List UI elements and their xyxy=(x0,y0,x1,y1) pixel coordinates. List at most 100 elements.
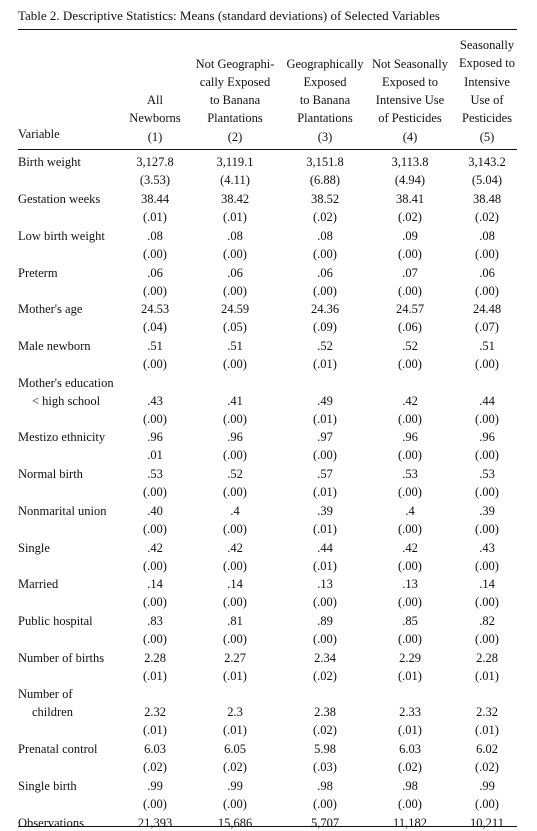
mean-cell: .99 xyxy=(227,779,243,793)
sd-cell: (.01) xyxy=(398,723,422,737)
sd-cell: (.00) xyxy=(223,595,247,609)
row-label: Normal birth xyxy=(18,467,83,481)
mean-cell: 2.3 xyxy=(227,705,243,719)
sd-cell: (.00) xyxy=(398,357,422,371)
row-label: Mestizo ethnicity xyxy=(18,430,106,444)
mean-cell: 2.28 xyxy=(144,651,166,665)
sd-cell: (.00) xyxy=(398,284,422,298)
column-header-line: Geographically xyxy=(286,56,364,71)
sd-cell: (.01) xyxy=(475,669,499,683)
mean-cell: .08 xyxy=(317,229,333,243)
sd-cell: (.02) xyxy=(313,723,337,737)
sd-cell: (.00) xyxy=(143,522,167,536)
mean-cell: 2.27 xyxy=(224,651,246,665)
column-header-line: Exposed to xyxy=(382,74,438,89)
mean-cell: .40 xyxy=(147,504,163,518)
mean-cell: .13 xyxy=(317,577,333,591)
sd-cell: (4.11) xyxy=(220,173,250,187)
mean-cell: .44 xyxy=(317,541,333,555)
row-label: Male newborn xyxy=(18,339,91,353)
sd-cell: (.01) xyxy=(475,723,499,737)
sd-cell: (.00) xyxy=(398,522,422,536)
column-header-line: All xyxy=(147,93,163,108)
row-label: Gestation weeks xyxy=(18,192,101,206)
row-label: Public hospital xyxy=(18,614,93,628)
sd-cell: (.00) xyxy=(475,559,499,573)
top-rule xyxy=(18,29,517,30)
sd-cell: (.00) xyxy=(398,485,422,499)
sd-cell: (.00) xyxy=(223,522,247,536)
sd-cell: (.00) xyxy=(475,632,499,646)
mean-cell: 38.42 xyxy=(220,192,250,206)
sd-cell: (.00) xyxy=(143,797,167,811)
mean-cell: .06 xyxy=(227,266,243,280)
mean-cell: 2.28 xyxy=(476,651,498,665)
sd-cell: (.00) xyxy=(475,595,499,609)
column-header-line: Exposed xyxy=(303,74,347,89)
sd-cell: (.00) xyxy=(475,448,499,462)
sd-cell: (.00) xyxy=(313,284,337,298)
column-header-line: Not Geographi- xyxy=(195,56,275,71)
mean-cell: 11,182 xyxy=(393,816,427,830)
mean-cell: 5,707 xyxy=(310,816,340,830)
mean-cell: .51 xyxy=(479,339,495,353)
mean-cell: .44 xyxy=(479,394,495,408)
column-header-line: Pesticides xyxy=(462,111,512,126)
mean-cell: 2.34 xyxy=(314,651,336,665)
sd-cell: (.00) xyxy=(475,485,499,499)
column-header-2: Not Geographi-cally Exposed to Banana Plan… xyxy=(175,55,295,146)
mean-cell: .98 xyxy=(402,779,418,793)
row-label: Birth weight xyxy=(18,155,81,169)
sd-cell: (6.88) xyxy=(309,173,341,187)
sd-cell: (.00) xyxy=(143,357,167,371)
mean-cell: .53 xyxy=(402,467,418,481)
mean-cell: .52 xyxy=(402,339,418,353)
column-header-line: cally Exposed xyxy=(199,74,271,89)
mean-cell: 24.53 xyxy=(140,302,170,316)
mean-cell: .52 xyxy=(317,339,333,353)
mean-cell: .99 xyxy=(147,779,163,793)
sd-cell: (.00) xyxy=(313,448,337,462)
column-header-line: to Banana xyxy=(299,93,351,108)
sd-cell: (.00) xyxy=(223,797,247,811)
sd-cell: .01 xyxy=(147,448,163,462)
sd-cell: (.00) xyxy=(223,559,247,573)
mean-cell: 24.48 xyxy=(472,302,502,316)
sd-cell: (.01) xyxy=(223,210,247,224)
sd-cell: (.00) xyxy=(223,632,247,646)
mean-cell: 3,113.8 xyxy=(391,155,429,169)
sd-cell: (.00) xyxy=(223,357,247,371)
table-caption: Table 2. Descriptive Statistics: Means (… xyxy=(18,8,440,23)
mean-cell: 2.32 xyxy=(144,705,166,719)
mean-cell: .06 xyxy=(317,266,333,280)
sd-cell: (.01) xyxy=(313,522,337,536)
mean-cell: .98 xyxy=(317,779,333,793)
mean-cell: 5.98 xyxy=(314,742,336,756)
mean-cell: 24.57 xyxy=(395,302,425,316)
sd-cell: (.00) xyxy=(475,284,499,298)
mean-cell: .41 xyxy=(227,394,243,408)
column-header-line: Not Seasonally xyxy=(371,56,449,71)
sd-cell: (.00) xyxy=(223,485,247,499)
mean-cell: 6.03 xyxy=(144,742,166,756)
sd-cell: (.00) xyxy=(475,412,499,426)
row-label: Preterm xyxy=(18,266,58,280)
mean-cell: 15,686 xyxy=(217,816,253,830)
sd-cell: (.04) xyxy=(143,320,167,334)
sd-cell: (.01) xyxy=(398,669,422,683)
row-label: Nonmarital union xyxy=(18,504,107,518)
mean-cell: .42 xyxy=(402,394,418,408)
mean-cell: .96 xyxy=(227,430,243,444)
mean-cell: .42 xyxy=(402,541,418,555)
sd-cell: (.00) xyxy=(475,357,499,371)
sd-cell: (.01) xyxy=(313,559,337,573)
sd-cell: (.01) xyxy=(143,723,167,737)
column-header-line: (1) xyxy=(147,129,163,144)
mean-cell: .14 xyxy=(147,577,163,591)
mean-cell: 3,151.8 xyxy=(306,155,344,169)
sd-cell: (.00) xyxy=(223,448,247,462)
mean-cell: 2.29 xyxy=(399,651,421,665)
mean-cell: .89 xyxy=(317,614,333,628)
mean-cell: 24.59 xyxy=(220,302,250,316)
